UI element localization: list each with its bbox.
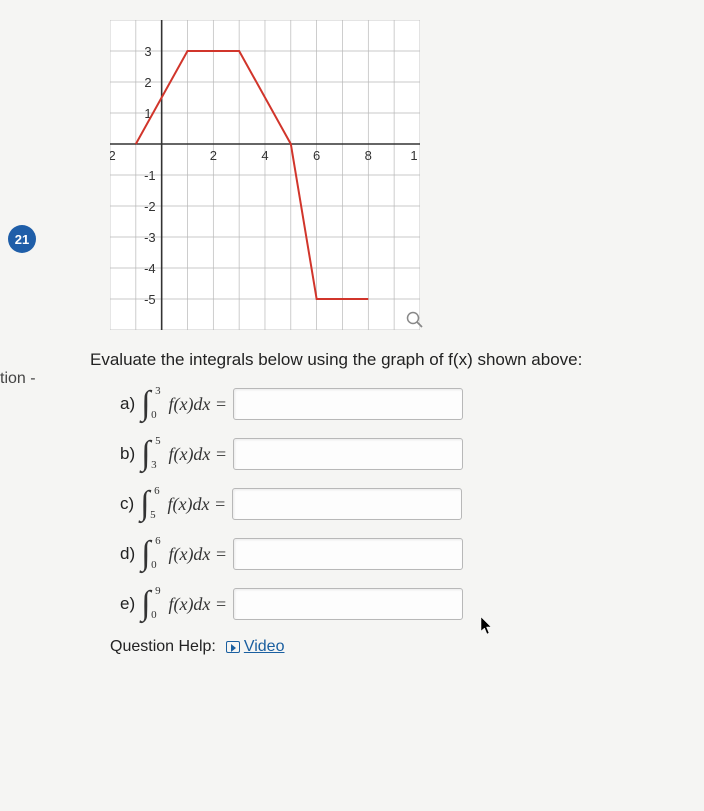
integral-symbol: ∫ 6 0	[141, 539, 150, 570]
video-help-link[interactable]: Video	[226, 638, 285, 656]
lower-limit: 3	[151, 461, 157, 471]
question-number-badge[interactable]: 21	[8, 225, 36, 253]
integrand: f(x)dx =	[168, 394, 227, 415]
part-label: b)	[120, 444, 135, 464]
svg-text:6: 6	[313, 148, 320, 163]
question-row: d) ∫ 6 0 f(x)dx =	[120, 538, 684, 570]
integrand: f(x)dx =	[168, 494, 227, 515]
question-row: a) ∫ 3 0 f(x)dx =	[120, 388, 684, 420]
upper-limit: 3	[155, 387, 161, 397]
part-label: a)	[120, 394, 135, 414]
part-label: e)	[120, 594, 135, 614]
part-label: c)	[120, 494, 134, 514]
svg-text:1: 1	[410, 148, 417, 163]
graph-svg: -224681123-1-2-3-4-5	[110, 20, 420, 330]
answer-input-d[interactable]	[233, 538, 463, 570]
integrand: f(x)dx =	[168, 444, 227, 465]
question-row: b) ∫ 5 3 f(x)dx =	[120, 438, 684, 470]
svg-text:3: 3	[144, 44, 151, 59]
integrand: f(x)dx =	[168, 594, 227, 615]
question-row: c) ∫ 6 5 f(x)dx =	[120, 488, 684, 520]
answer-input-c[interactable]	[232, 488, 462, 520]
integral-symbol: ∫ 5 3	[141, 439, 150, 470]
svg-text:2: 2	[210, 148, 217, 163]
question-content: -224681123-1-2-3-4-5 Evaluate the integr…	[0, 0, 704, 666]
answer-input-a[interactable]	[233, 388, 463, 420]
integrand: f(x)dx =	[168, 544, 227, 565]
question-row: e) ∫ 9 0 f(x)dx =	[120, 588, 684, 620]
integral-symbol: ∫ 3 0	[141, 389, 150, 420]
integral-expression: ∫ 3 0 f(x)dx =	[141, 389, 227, 420]
lower-limit: 0	[151, 411, 157, 421]
upper-limit: 6	[155, 537, 161, 547]
integral-expression: ∫ 5 3 f(x)dx =	[141, 439, 227, 470]
answer-input-e[interactable]	[233, 588, 463, 620]
svg-text:-2: -2	[144, 199, 156, 214]
svg-text:-3: -3	[144, 230, 156, 245]
svg-text:4: 4	[261, 148, 268, 163]
integral-symbol: ∫ 9 0	[141, 589, 150, 620]
svg-text:2: 2	[144, 75, 151, 90]
svg-text:8: 8	[365, 148, 372, 163]
upper-limit: 9	[155, 587, 161, 597]
function-graph: -224681123-1-2-3-4-5	[110, 20, 420, 330]
lower-limit: 5	[150, 511, 156, 521]
svg-text:-2: -2	[110, 148, 116, 163]
video-link-label: Video	[244, 638, 285, 656]
lower-limit: 0	[151, 611, 157, 621]
answer-input-b[interactable]	[233, 438, 463, 470]
question-prompt: Evaluate the integrals below using the g…	[90, 350, 684, 370]
upper-limit: 5	[155, 437, 161, 447]
part-label: d)	[120, 544, 135, 564]
help-label: Question Help:	[110, 638, 216, 656]
question-number: 21	[15, 232, 29, 247]
integral-symbol: ∫ 6 5	[140, 489, 149, 520]
video-icon	[226, 641, 240, 653]
integral-expression: ∫ 6 0 f(x)dx =	[141, 539, 227, 570]
upper-limit: 6	[154, 487, 160, 497]
lower-limit: 0	[151, 561, 157, 571]
sidebar-nav-fragment: tion -	[0, 370, 36, 388]
integral-expression: ∫ 6 5 f(x)dx =	[140, 489, 226, 520]
magnifier-icon[interactable]	[406, 311, 424, 334]
svg-text:-4: -4	[144, 261, 156, 276]
question-help-row: Question Help: Video	[110, 638, 684, 656]
svg-text:-5: -5	[144, 292, 156, 307]
integral-expression: ∫ 9 0 f(x)dx =	[141, 589, 227, 620]
svg-text:-1: -1	[144, 168, 156, 183]
